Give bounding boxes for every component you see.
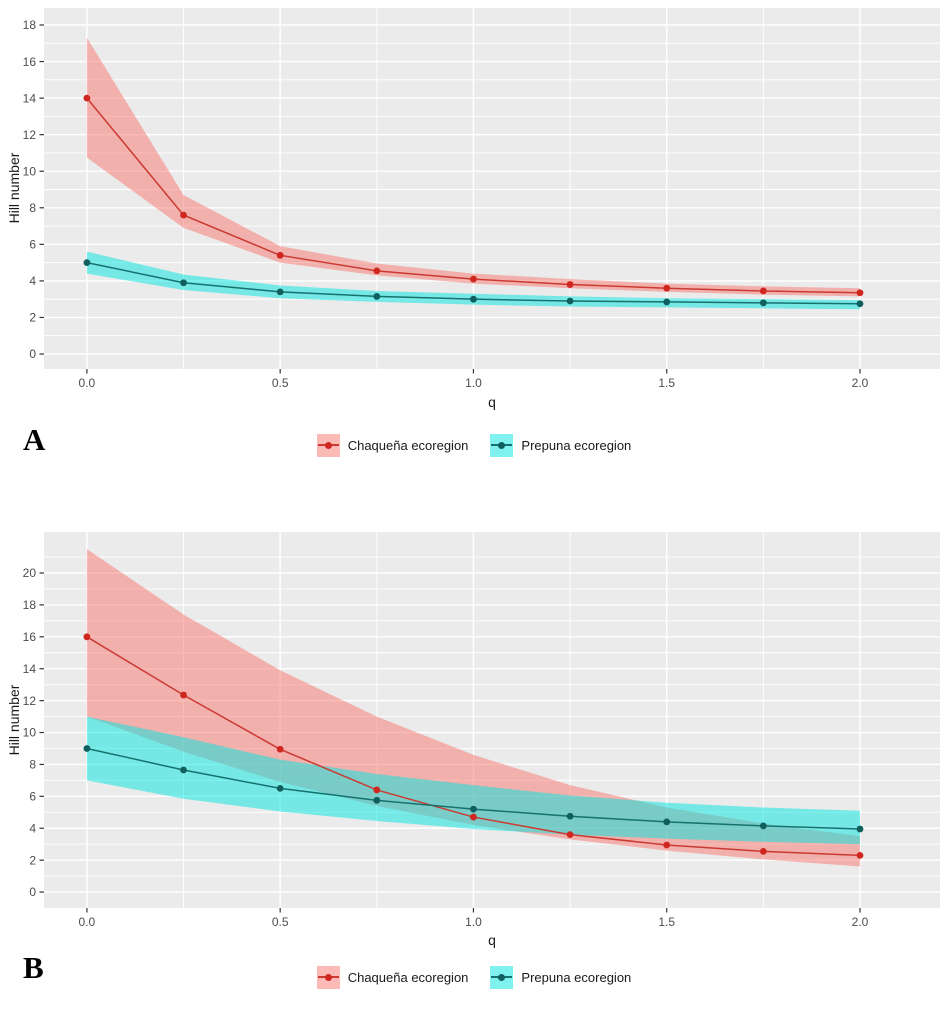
legend-a: Chaqueña ecoregion Prepuna ecoregion (0, 432, 948, 458)
data-point (373, 796, 381, 804)
panel-label-b: B (23, 950, 44, 985)
data-point (566, 831, 574, 839)
y-tick-label: 8 (29, 758, 36, 772)
legend-key-prepuna-icon (490, 433, 514, 457)
data-point (663, 841, 671, 849)
y-tick-label: 16 (23, 55, 37, 69)
data-point (373, 293, 381, 300)
y-tick-label: 6 (29, 790, 36, 804)
confidence-ribbon (86, 716, 860, 845)
legend-item-prepuna: Prepuna ecoregion (490, 433, 632, 457)
x-tick-label: 2.0 (852, 376, 869, 390)
data-point (83, 745, 91, 752)
y-tick-label: 14 (23, 91, 37, 105)
data-point (856, 825, 864, 833)
y-tick-label: 16 (23, 630, 37, 644)
x-tick-label: 2.0 (852, 915, 869, 929)
x-axis-label-b: q (488, 932, 496, 948)
y-tick-label: 14 (23, 662, 37, 676)
data-point (83, 633, 91, 641)
x-axis-label-a: q (488, 394, 496, 410)
data-point (856, 289, 864, 297)
y-tick-label: 10 (23, 726, 37, 740)
data-point (276, 745, 284, 753)
data-point (180, 211, 187, 219)
x-tick-label: 0.5 (272, 376, 289, 390)
legend-key-chaquena-icon (316, 433, 340, 457)
data-point (566, 297, 574, 305)
legend-label-chaquena: Chaqueña ecoregion (347, 969, 469, 985)
panel-a-plot: 0.0 0.5 1.0 1.5 2.0 0 2 4 6 8 10 12 14 16 18 (23, 8, 940, 390)
data-point (759, 287, 767, 295)
data-point (856, 300, 864, 308)
x-tick-label: 1.0 (465, 376, 482, 390)
legend-point-icon (324, 973, 332, 981)
data-point (663, 298, 671, 306)
legend-item-chaquena: Chaqueña ecoregion (316, 433, 469, 457)
legend-key-prepuna-icon (490, 965, 514, 989)
plot-background (44, 8, 940, 369)
data-point (83, 94, 91, 102)
data-point (470, 813, 477, 821)
legend-label-prepuna: Prepuna ecoregion (521, 437, 632, 453)
data-point (180, 766, 187, 774)
data-point (373, 267, 381, 275)
legend-label-prepuna: Prepuna ecoregion (521, 969, 632, 985)
y-tick-label: 12 (23, 694, 37, 708)
x-tick-label: 0.0 (79, 376, 96, 390)
legend-b: Chaqueña ecoregion Prepuna ecoregion (0, 964, 948, 990)
x-tick-label: 1.5 (658, 915, 675, 929)
y-tick-label: 2 (29, 311, 36, 325)
x-tick-label: 0.5 (272, 915, 289, 929)
data-point (180, 279, 187, 287)
data-point (759, 847, 767, 855)
data-point (276, 251, 284, 259)
legend-label-chaquena: Chaqueña ecoregion (347, 437, 469, 453)
data-point (470, 805, 477, 813)
y-tick-label: 18 (23, 18, 37, 32)
y-tick-label: 6 (29, 238, 36, 252)
data-point (759, 299, 767, 307)
data-point (856, 851, 864, 859)
legend-item-prepuna: Prepuna ecoregion (490, 965, 632, 989)
y-tick-label: 2 (29, 853, 36, 867)
y-tick-label: 10 (23, 164, 37, 178)
legend-point-icon (324, 441, 332, 449)
y-tick-label: 20 (23, 566, 37, 580)
legend-key-chaquena-icon (316, 965, 340, 989)
y-axis-label-a: Hill number (6, 152, 22, 224)
legend-point-icon (498, 441, 506, 449)
data-point (83, 259, 91, 267)
data-point (663, 284, 671, 292)
data-point (276, 288, 284, 296)
legend-point-icon (498, 973, 506, 981)
y-tick-label: 4 (29, 821, 36, 835)
data-point (470, 295, 477, 303)
y-tick-label: 0 (29, 347, 36, 361)
data-point (759, 822, 767, 830)
data-point (566, 812, 574, 820)
y-tick-label: 8 (29, 201, 36, 215)
data-point (566, 281, 574, 288)
y-tick-label: 4 (29, 274, 36, 288)
data-point (663, 818, 671, 826)
x-tick-label: 1.0 (465, 915, 482, 929)
data-point (470, 275, 477, 283)
x-tick-label: 0.0 (79, 915, 96, 929)
legend-item-chaquena: Chaqueña ecoregion (316, 965, 469, 989)
panel-b-plot: 0.0 0.5 1.0 1.5 2.0 0 2 4 6 8 10 12 14 16 18 20 (23, 532, 940, 929)
data-point (373, 786, 381, 794)
x-tick-label: 1.5 (658, 376, 675, 390)
data-point (180, 691, 187, 699)
y-tick-label: 12 (23, 128, 37, 142)
y-tick-label: 0 (29, 885, 36, 899)
panel-label-a: A (23, 422, 46, 457)
y-axis-label-b: Hill number (6, 684, 22, 756)
data-point (276, 784, 284, 792)
y-tick-label: 18 (23, 598, 37, 612)
